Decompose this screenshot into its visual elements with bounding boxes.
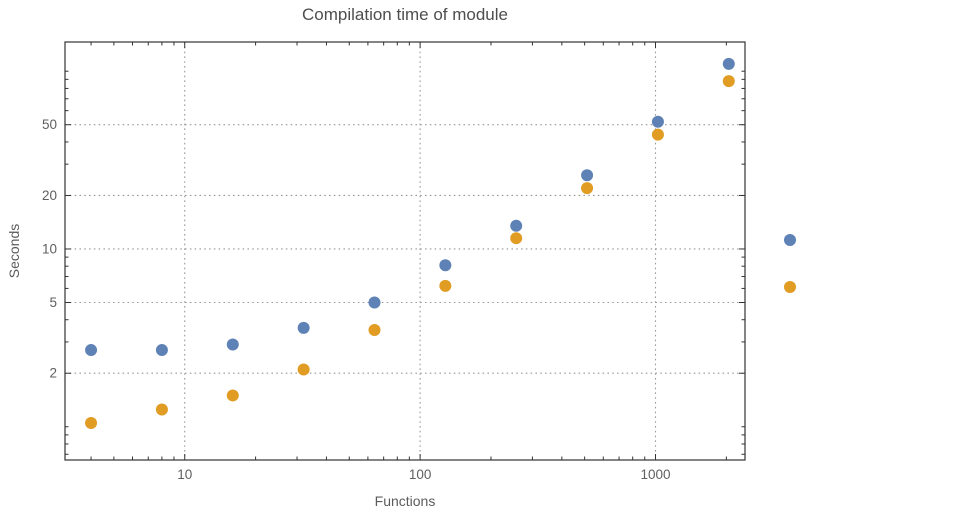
data-point bbox=[297, 321, 310, 334]
data-point bbox=[439, 259, 452, 272]
data-point bbox=[722, 57, 735, 70]
y-tick-label: 50 bbox=[42, 117, 57, 132]
chart-title: Compilation time of module bbox=[302, 5, 508, 24]
legend-marker-series-1 bbox=[784, 234, 796, 246]
x-tick-label: 10 bbox=[177, 467, 192, 482]
data-point bbox=[510, 232, 523, 245]
x-axis-label: Functions bbox=[374, 493, 436, 509]
x-tick-label: 100 bbox=[409, 467, 432, 482]
y-tick-label: 5 bbox=[49, 295, 57, 310]
data-point bbox=[651, 115, 664, 128]
data-point bbox=[581, 169, 594, 182]
data-point bbox=[297, 363, 310, 376]
data-point bbox=[510, 219, 523, 232]
y-axis-label: Seconds bbox=[6, 223, 22, 279]
data-point bbox=[155, 344, 168, 357]
y-tick-label: 10 bbox=[42, 241, 57, 256]
data-point bbox=[155, 403, 168, 416]
y-tick-label: 2 bbox=[49, 366, 57, 381]
data-point bbox=[368, 324, 381, 337]
data-point bbox=[226, 389, 239, 402]
data-point bbox=[581, 182, 594, 195]
data-point bbox=[85, 344, 98, 357]
data-point bbox=[85, 416, 98, 429]
data-point bbox=[651, 128, 664, 141]
data-point bbox=[368, 296, 381, 309]
plot-frame bbox=[64, 41, 746, 461]
x-tick-label: 1000 bbox=[640, 467, 670, 482]
data-point bbox=[226, 338, 239, 351]
legend-marker-series-2 bbox=[784, 281, 796, 293]
data-point bbox=[722, 75, 735, 88]
data-point bbox=[439, 279, 452, 292]
y-tick-label: 20 bbox=[42, 188, 57, 203]
